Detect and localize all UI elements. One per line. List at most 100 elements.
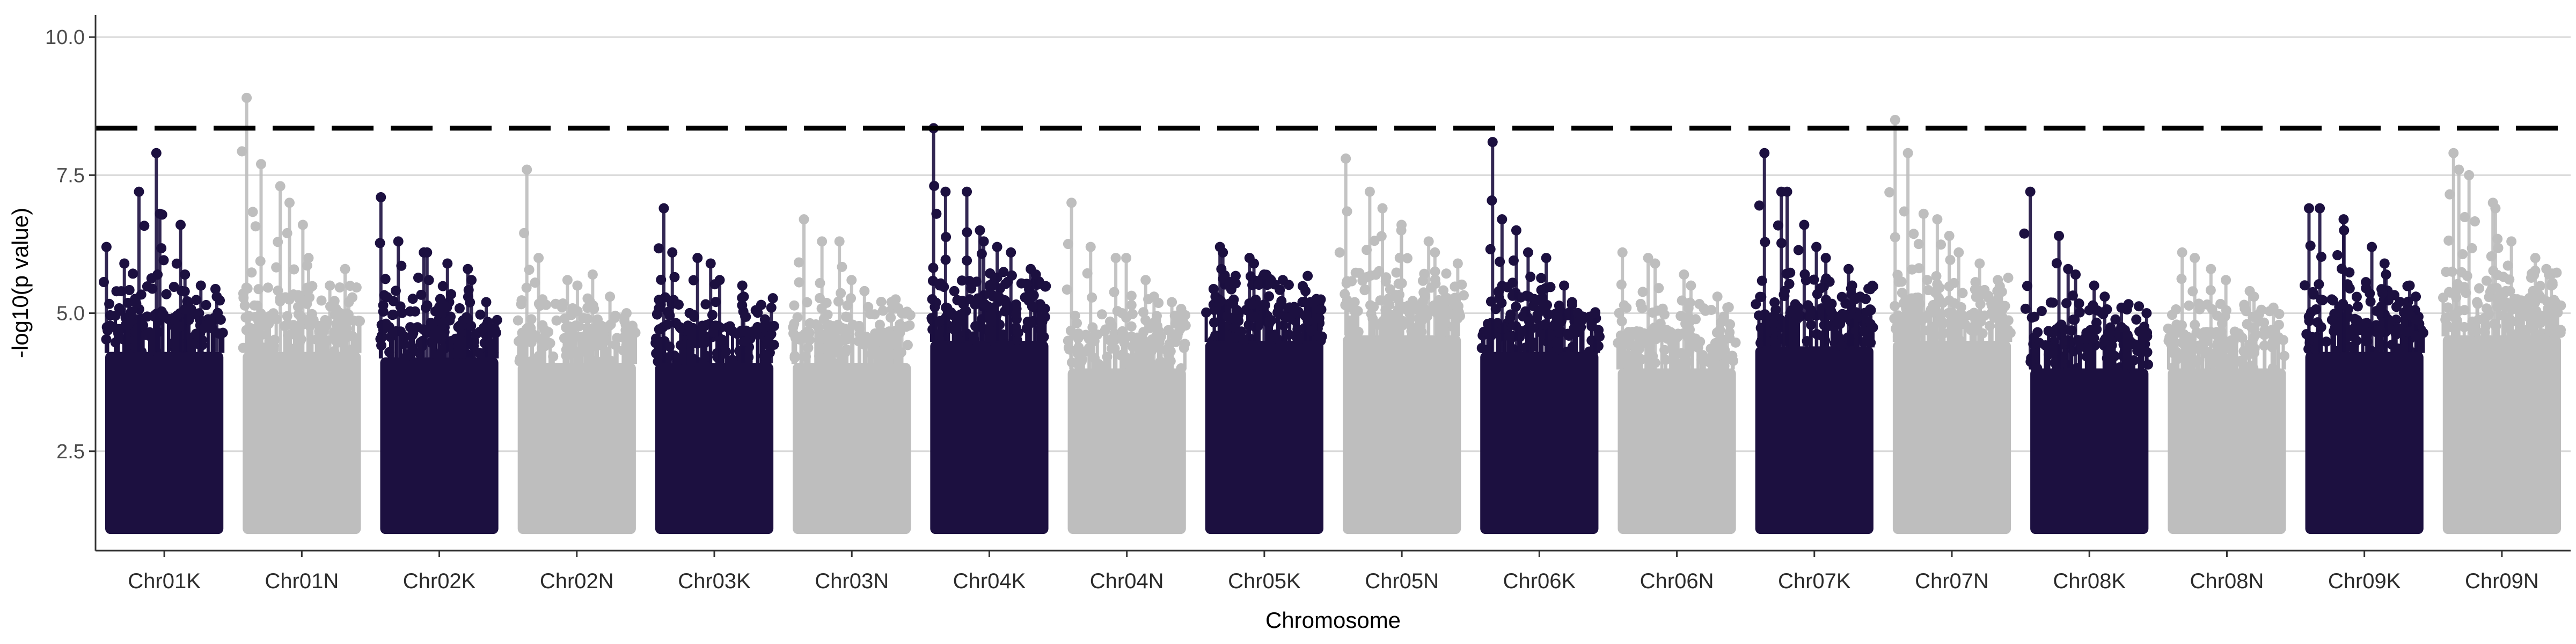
data-point [1657,303,1668,314]
peak-point [1617,247,1628,258]
data-point [1315,294,1326,305]
point-column [519,339,523,364]
data-point [2504,274,2515,285]
peak-column [1802,224,1806,347]
dense-points-Chr02N [517,363,636,535]
peak-point [2454,164,2464,175]
data-point [941,232,952,243]
data-point [1438,285,1448,296]
point-column [2339,328,2343,353]
data-point [627,323,638,333]
data-point [1624,340,1635,350]
data-point [2459,282,2470,292]
data-point [662,319,673,330]
data-point [2447,266,2457,277]
point-column [691,338,694,364]
data-point [1457,279,1467,290]
data-point [340,332,350,342]
point-column [1436,310,1440,336]
point-column [394,331,398,358]
peak-point [766,302,777,313]
peak-point [940,186,951,197]
data-point [928,262,939,273]
peak-point [1993,275,2003,286]
data-point [1653,283,1664,294]
data-point [2492,269,2503,280]
data-point [1858,326,1869,336]
peak-column [2384,274,2388,352]
data-point [1485,244,1496,254]
data-point [1868,322,1878,333]
point-column [1005,304,1009,342]
data-point [985,280,996,290]
dense-points-Chr06N [1618,368,1736,535]
data-point [2267,342,2278,353]
point-column [2105,358,2109,370]
data-point [330,310,340,320]
data-point [1118,329,1129,340]
data-point [2265,328,2276,339]
data-point [172,310,182,321]
point-column [991,327,994,342]
point-column [2200,349,2204,370]
data-point [387,310,398,320]
data-point [1655,318,1666,329]
data-point [1247,299,1257,310]
data-point [2474,283,2485,294]
data-point [1126,290,1137,301]
data-point [764,331,775,341]
data-point [2273,319,2284,330]
data-point [255,256,266,267]
chromosome-group-Chr05K [1201,241,1327,535]
point-column [1869,324,1872,348]
data-point [876,334,887,345]
data-point [2061,298,2072,309]
peak-point [658,203,669,214]
data-point [2088,300,2098,311]
data-point [1426,282,1437,293]
data-point [430,306,441,317]
point-column [1648,345,1652,370]
chromosome-group-Chr03K [650,203,779,535]
data-point [1833,318,1844,328]
peak-point [1066,197,1077,208]
peak-point [2541,264,2552,274]
peak-point [1511,225,1521,236]
data-point [962,255,972,266]
peak-point [738,291,749,302]
point-column [602,337,605,364]
data-point [1614,308,1624,318]
point-column [1539,331,1542,353]
data-point [1302,270,1313,281]
data-point [407,294,418,304]
data-point [1383,294,1394,304]
data-point [2316,252,2326,262]
data-point [2389,326,2399,336]
data-point [380,318,391,329]
point-column [1701,355,1704,370]
data-point [2205,285,2216,296]
peak-point [134,186,144,197]
data-point [1372,319,1382,330]
point-column [1025,328,1029,342]
data-point [1908,229,1919,239]
data-point [516,295,527,306]
peak-column [1814,247,1818,347]
data-point [794,277,804,288]
data-point [1093,358,1104,369]
data-point [378,300,389,311]
data-point [1021,279,1032,289]
data-point [1914,263,1924,274]
data-point [104,298,115,309]
data-point [1504,331,1514,342]
peak-point [2070,269,2081,280]
data-point [836,288,846,298]
data-point [423,275,434,286]
peak-point [466,275,477,286]
point-column [2079,346,2082,370]
point-column [221,333,225,353]
data-point [1776,238,1787,248]
data-point [1138,335,1149,346]
point-column [2044,345,2047,370]
peak-point [1722,302,1733,313]
